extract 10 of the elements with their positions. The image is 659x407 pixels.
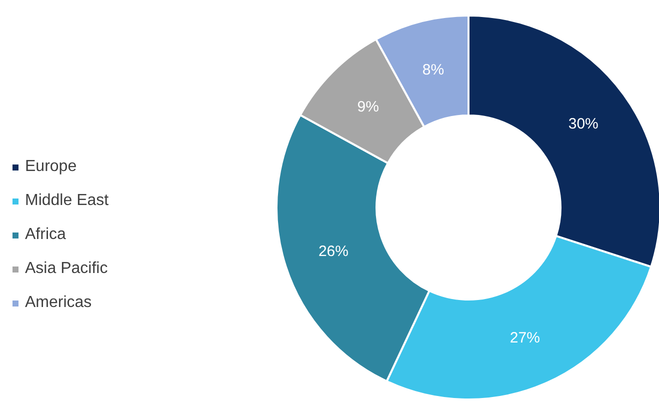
legend-label: Asia Pacific — [25, 260, 108, 278]
data-label: 26% — [318, 242, 348, 260]
data-label: 8% — [422, 61, 444, 78]
legend-label: Africa — [25, 226, 66, 244]
legend-label: Middle East — [25, 192, 109, 210]
data-label: 27% — [510, 329, 540, 346]
data-label: 9% — [357, 98, 379, 116]
legend-label: Americas — [25, 294, 92, 312]
legend-label: Europe — [25, 158, 77, 176]
data-label: 30% — [568, 116, 598, 133]
